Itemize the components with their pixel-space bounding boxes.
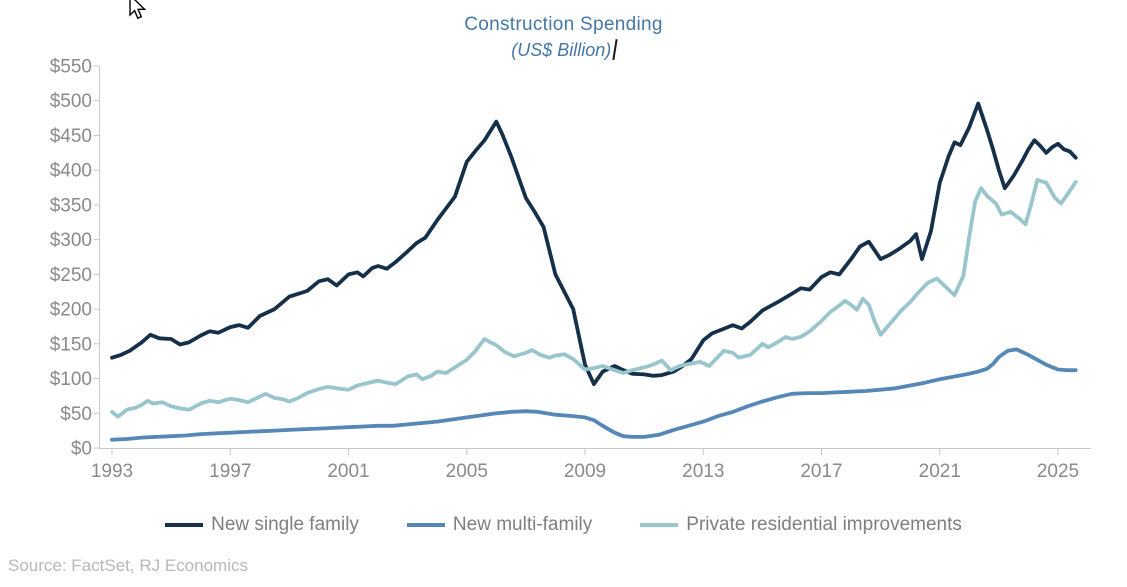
svg-text:$100: $100 bbox=[50, 369, 92, 390]
svg-text:$0: $0 bbox=[71, 439, 92, 460]
legend-item-private-residential-improvements: Private residential improvements bbox=[640, 514, 962, 536]
text-caret bbox=[612, 38, 618, 60]
legend-swatch-new-multi-family bbox=[406, 523, 445, 527]
svg-text:2013: 2013 bbox=[682, 461, 724, 482]
svg-text:1993: 1993 bbox=[91, 461, 133, 482]
svg-text:$200: $200 bbox=[50, 300, 92, 321]
svg-text:$50: $50 bbox=[60, 404, 92, 425]
svg-text:2025: 2025 bbox=[1037, 461, 1079, 482]
source-note: Source: FactSet, RJ Economics bbox=[8, 556, 248, 575]
legend-label: New single family bbox=[211, 514, 359, 535]
svg-text:$400: $400 bbox=[50, 161, 92, 182]
chart-subtitle-row[interactable]: (US$ Billion) bbox=[0, 38, 1127, 62]
svg-text:$350: $350 bbox=[50, 195, 92, 216]
svg-text:$450: $450 bbox=[50, 126, 92, 147]
legend-item-new-multi-family: New multi-family bbox=[406, 514, 593, 536]
mouse-pointer-icon bbox=[129, 0, 147, 20]
svg-text:$250: $250 bbox=[50, 265, 92, 286]
svg-text:2017: 2017 bbox=[800, 461, 842, 482]
svg-text:2005: 2005 bbox=[446, 461, 488, 482]
legend-label: New multi-family bbox=[452, 514, 593, 535]
svg-text:1997: 1997 bbox=[209, 461, 251, 482]
svg-text:$500: $500 bbox=[50, 91, 92, 112]
legend-swatch-private-residential-improvements bbox=[640, 523, 679, 527]
svg-text:2001: 2001 bbox=[327, 461, 369, 482]
svg-text:2021: 2021 bbox=[919, 461, 961, 482]
legend-label: Private residential improvements bbox=[686, 514, 962, 535]
svg-text:$550: $550 bbox=[50, 57, 92, 78]
svg-text:$150: $150 bbox=[50, 334, 92, 355]
legend-item-new-single-family: New single family bbox=[165, 514, 359, 536]
svg-text:$300: $300 bbox=[50, 230, 92, 251]
chart-legend: New single family New multi-family Priva… bbox=[0, 514, 1127, 536]
legend-swatch-new-single-family bbox=[165, 523, 204, 527]
chart-title-block[interactable]: Construction Spending (US$ Billion) bbox=[0, 13, 1127, 61]
chart-subtitle[interactable]: (US$ Billion) bbox=[511, 39, 612, 60]
svg-text:2009: 2009 bbox=[564, 461, 606, 482]
chart-title[interactable]: Construction Spending bbox=[464, 14, 663, 35]
